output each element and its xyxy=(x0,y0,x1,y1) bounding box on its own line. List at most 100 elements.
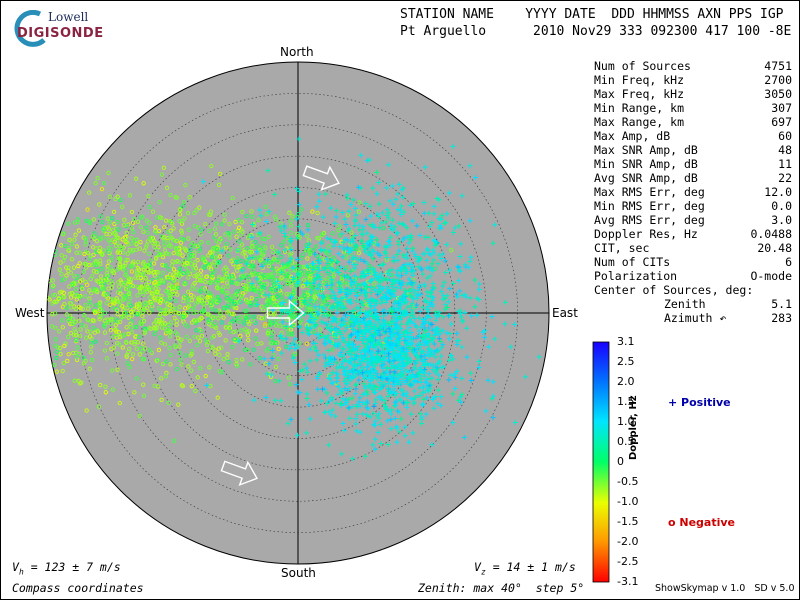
source-negative xyxy=(171,226,176,231)
source-negative xyxy=(110,269,115,274)
source-negative xyxy=(330,231,335,236)
source-negative xyxy=(289,279,294,285)
stat-label: Num of Sources xyxy=(594,59,691,73)
source-negative xyxy=(220,288,225,293)
source-negative xyxy=(189,351,194,357)
source-negative xyxy=(127,290,132,295)
source-negative xyxy=(289,331,295,336)
source-negative xyxy=(76,378,81,384)
source-negative xyxy=(219,345,224,350)
source-positive xyxy=(246,255,252,261)
source-negative xyxy=(193,259,198,265)
source-negative xyxy=(227,312,233,317)
source-negative xyxy=(206,317,211,322)
source-negative xyxy=(131,229,136,235)
source-negative xyxy=(274,287,279,293)
source-negative xyxy=(236,315,241,321)
source-negative xyxy=(173,259,178,265)
source-negative xyxy=(127,193,133,198)
source-negative xyxy=(172,277,177,283)
source-negative xyxy=(250,318,255,324)
source-negative xyxy=(162,342,168,347)
source-negative xyxy=(153,256,159,261)
source-negative xyxy=(71,332,77,338)
source-negative xyxy=(149,291,154,296)
source-negative xyxy=(168,320,174,325)
source-negative xyxy=(172,343,178,348)
source-negative xyxy=(249,209,254,214)
source-negative xyxy=(202,265,207,270)
source-negative xyxy=(287,210,292,215)
source-negative xyxy=(299,207,304,212)
source-negative xyxy=(263,260,268,265)
source-negative xyxy=(83,262,88,267)
source-negative xyxy=(144,218,150,223)
source-negative xyxy=(50,312,55,317)
source-negative xyxy=(256,285,262,291)
source-negative xyxy=(101,235,106,240)
source-negative xyxy=(132,237,137,243)
source-negative xyxy=(110,334,116,339)
source-negative xyxy=(95,175,100,181)
stat-value: 4751 xyxy=(764,59,792,73)
version-label: ShowSkymap v 1.0 SD v 5.0 xyxy=(655,583,795,594)
source-negative xyxy=(107,194,112,199)
source-negative xyxy=(61,232,66,237)
source-negative xyxy=(62,243,68,249)
source-negative xyxy=(185,210,191,216)
source-negative xyxy=(240,357,245,362)
source-negative xyxy=(162,234,167,240)
source-negative xyxy=(183,183,188,188)
source-negative xyxy=(71,265,77,270)
source-negative xyxy=(219,222,225,227)
source-negative xyxy=(118,299,123,304)
source-negative xyxy=(105,216,110,221)
source-negative xyxy=(209,302,214,307)
source-negative xyxy=(110,216,115,221)
source-negative xyxy=(59,272,64,277)
source-negative xyxy=(127,364,132,370)
source-negative xyxy=(140,341,146,346)
source-negative xyxy=(131,306,136,311)
source-negative xyxy=(115,351,120,356)
stat-label: Zenith xyxy=(664,297,706,311)
source-negative xyxy=(200,301,205,306)
source-negative xyxy=(218,310,223,316)
stat-label: Num of CITs xyxy=(594,255,671,269)
source-negative xyxy=(135,340,141,345)
source-negative xyxy=(207,365,212,370)
source-negative xyxy=(268,320,273,325)
source-negative xyxy=(143,265,148,270)
stat-row: Min Freq, kHz 2700 xyxy=(594,73,792,87)
source-negative xyxy=(248,303,253,308)
source-negative xyxy=(250,214,255,219)
source-negative xyxy=(314,235,320,241)
source-negative xyxy=(227,321,233,327)
source-negative xyxy=(271,274,276,280)
source-negative xyxy=(78,305,83,311)
source-negative xyxy=(319,255,324,261)
source-negative xyxy=(57,329,62,334)
source-positive xyxy=(456,278,462,284)
source-negative xyxy=(141,318,147,324)
source-negative xyxy=(290,214,295,219)
source-negative xyxy=(167,334,173,339)
source-negative xyxy=(177,304,182,310)
source-negative xyxy=(145,239,150,244)
source-negative xyxy=(135,293,140,298)
source-negative xyxy=(249,273,254,278)
source-negative xyxy=(265,330,270,336)
source-negative xyxy=(191,359,196,365)
source-negative xyxy=(250,259,255,264)
source-negative xyxy=(196,242,202,247)
source-negative xyxy=(300,252,305,257)
source-negative xyxy=(88,253,93,258)
source-negative xyxy=(185,324,190,329)
stat-row: Zenith 5.1 xyxy=(594,297,792,311)
stat-row: Azimuth ↶ 283 xyxy=(594,311,792,325)
source-negative xyxy=(115,194,120,199)
source-negative xyxy=(276,272,281,277)
source-negative xyxy=(186,275,191,280)
source-negative xyxy=(164,251,170,256)
